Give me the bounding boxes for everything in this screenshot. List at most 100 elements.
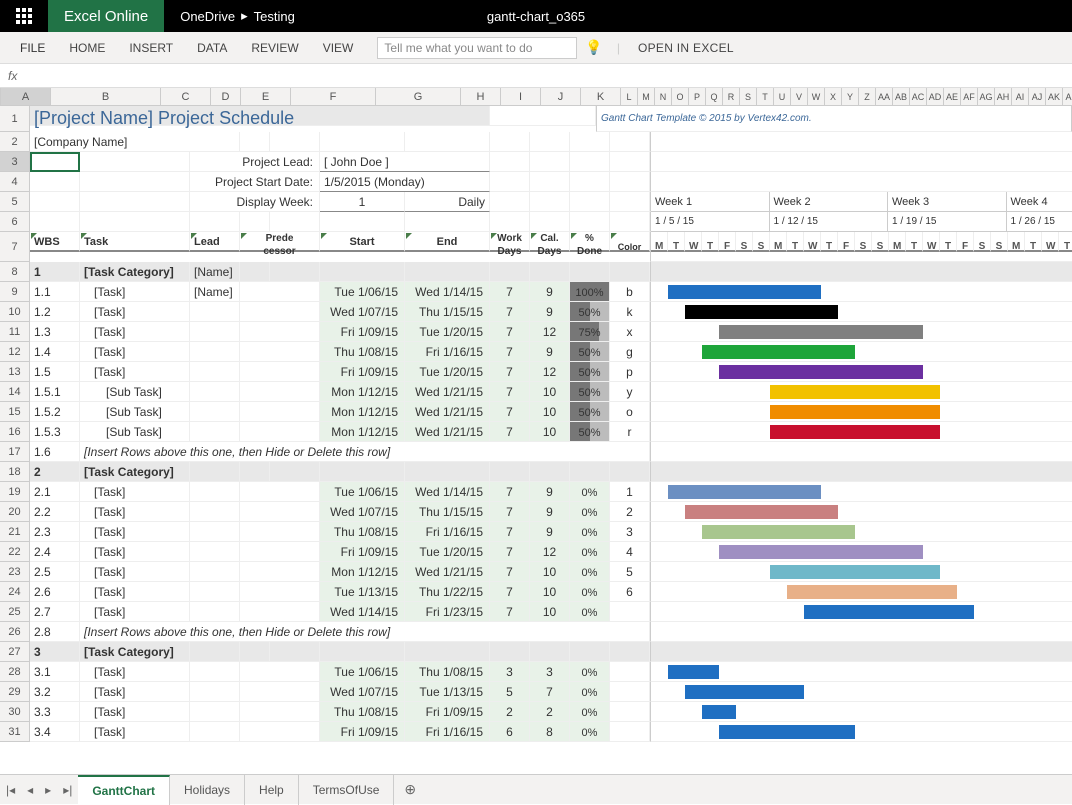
workdays-cell[interactable]: 2	[490, 702, 530, 722]
document-name[interactable]: gantt-chart_o365	[487, 9, 585, 24]
col-header[interactable]: AA	[876, 88, 893, 106]
tell-me-search[interactable]: Tell me what you want to do	[377, 37, 577, 59]
ribbon-tab-insert[interactable]: INSERT	[117, 32, 185, 64]
gantt-bar[interactable]	[770, 425, 940, 439]
cell[interactable]	[240, 132, 270, 152]
day-header[interactable]: W	[804, 232, 821, 252]
week-date[interactable]: 1 / 19 / 15	[888, 212, 1007, 232]
caldays-cell[interactable]: 12	[530, 362, 570, 382]
gantt-bar[interactable]	[702, 705, 736, 719]
row-header[interactable]: 15	[0, 402, 30, 422]
workdays-cell[interactable]: 7	[490, 282, 530, 302]
lead-cell[interactable]	[190, 642, 240, 662]
lead-cell[interactable]: [Name]	[190, 262, 240, 282]
workdays-cell[interactable]: 7	[490, 562, 530, 582]
pct-cell[interactable]: 50%	[570, 302, 610, 322]
gantt-bar[interactable]	[668, 285, 821, 299]
gantt-cell[interactable]	[650, 462, 1072, 482]
sheet-nav-first[interactable]: |◂	[0, 783, 21, 797]
cell[interactable]	[405, 132, 490, 152]
row-header[interactable]: 19	[0, 482, 30, 502]
gantt-cell[interactable]	[650, 702, 1072, 722]
cell[interactable]	[490, 192, 530, 212]
cell[interactable]	[240, 662, 320, 682]
cell[interactable]	[530, 192, 570, 212]
start-cell[interactable]: Tue 1/06/15	[320, 662, 405, 682]
lead-cell[interactable]	[190, 382, 240, 402]
task-cell[interactable]: [Task]	[80, 282, 190, 302]
cell[interactable]	[240, 582, 320, 602]
end-cell[interactable]: Tue 1/13/15	[405, 682, 490, 702]
wbs-cell[interactable]: 2.1	[30, 482, 80, 502]
wbs-cell[interactable]: 3.1	[30, 662, 80, 682]
cell[interactable]	[610, 642, 650, 662]
row-header[interactable]: 16	[0, 422, 30, 442]
cell[interactable]	[30, 192, 80, 212]
col-header[interactable]: A	[1, 88, 51, 106]
col-header[interactable]: P	[689, 88, 706, 106]
cell[interactable]	[530, 462, 570, 482]
wbs-cell[interactable]: 2.8	[30, 622, 80, 642]
col-header[interactable]: AC	[910, 88, 927, 106]
row-header[interactable]: 21	[0, 522, 30, 542]
cell[interactable]	[240, 462, 270, 482]
wbs-cell[interactable]: 2.2	[30, 502, 80, 522]
wbs-cell[interactable]: 1	[30, 262, 80, 282]
color-cell[interactable]: 1	[610, 482, 650, 502]
row-header[interactable]: 26	[0, 622, 30, 642]
day-header[interactable]: S	[855, 232, 872, 252]
display-week-label[interactable]: Display Week:	[190, 192, 320, 212]
gantt-cell[interactable]	[650, 282, 1072, 302]
sheet-nav-prev[interactable]: ◂	[21, 783, 39, 797]
cell[interactable]	[610, 212, 650, 232]
workdays-cell[interactable]: 7	[490, 402, 530, 422]
cell[interactable]	[190, 212, 240, 232]
gantt-bar[interactable]	[702, 345, 855, 359]
day-header[interactable]: T	[1025, 232, 1042, 252]
start-date-label[interactable]: Project Start Date:	[190, 172, 320, 192]
lead-cell[interactable]: [Name]	[190, 282, 240, 302]
col-header[interactable]: Q	[706, 88, 723, 106]
gantt-cell[interactable]	[650, 542, 1072, 562]
gantt-cell[interactable]	[650, 262, 1072, 282]
wbs-cell[interactable]: 3	[30, 642, 80, 662]
cell[interactable]	[240, 542, 320, 562]
day-header[interactable]: S	[736, 232, 753, 252]
lead-cell[interactable]	[190, 682, 240, 702]
cell[interactable]	[570, 212, 610, 232]
cell[interactable]	[320, 132, 405, 152]
cell[interactable]	[530, 642, 570, 662]
lead-cell[interactable]	[190, 422, 240, 442]
day-header[interactable]: T	[702, 232, 719, 252]
wbs-cell[interactable]: 1.4	[30, 342, 80, 362]
col-header[interactable]: AF	[961, 88, 978, 106]
gantt-cell[interactable]	[650, 442, 1072, 462]
ribbon-tab-review[interactable]: REVIEW	[239, 32, 310, 64]
gantt-bar[interactable]	[685, 505, 838, 519]
col-header[interactable]: M	[638, 88, 655, 106]
cell[interactable]	[320, 212, 405, 232]
color-cell[interactable]: 5	[610, 562, 650, 582]
color-cell[interactable]	[610, 662, 650, 682]
hdr-task[interactable]: Task	[80, 232, 190, 252]
day-header[interactable]: T	[668, 232, 685, 252]
cell[interactable]	[570, 152, 610, 172]
color-cell[interactable]: b	[610, 282, 650, 302]
pct-cell[interactable]: 50%	[570, 422, 610, 442]
row-header[interactable]: 31	[0, 722, 30, 742]
cell[interactable]	[270, 262, 320, 282]
cell[interactable]	[240, 602, 320, 622]
caldays-cell[interactable]: 2	[530, 702, 570, 722]
day-header[interactable]: F	[957, 232, 974, 252]
cell[interactable]	[405, 212, 490, 232]
task-cell[interactable]: [Task Category]	[80, 462, 190, 482]
row-header[interactable]: 5	[0, 192, 30, 212]
wbs-cell[interactable]: 1.5.1	[30, 382, 80, 402]
gantt-bar[interactable]	[770, 405, 940, 419]
color-cell[interactable]: 3	[610, 522, 650, 542]
day-header[interactable]: W	[685, 232, 702, 252]
gantt-cell[interactable]	[650, 622, 1072, 642]
row-header[interactable]: 29	[0, 682, 30, 702]
lead-cell[interactable]	[190, 702, 240, 722]
caldays-cell[interactable]: 10	[530, 382, 570, 402]
